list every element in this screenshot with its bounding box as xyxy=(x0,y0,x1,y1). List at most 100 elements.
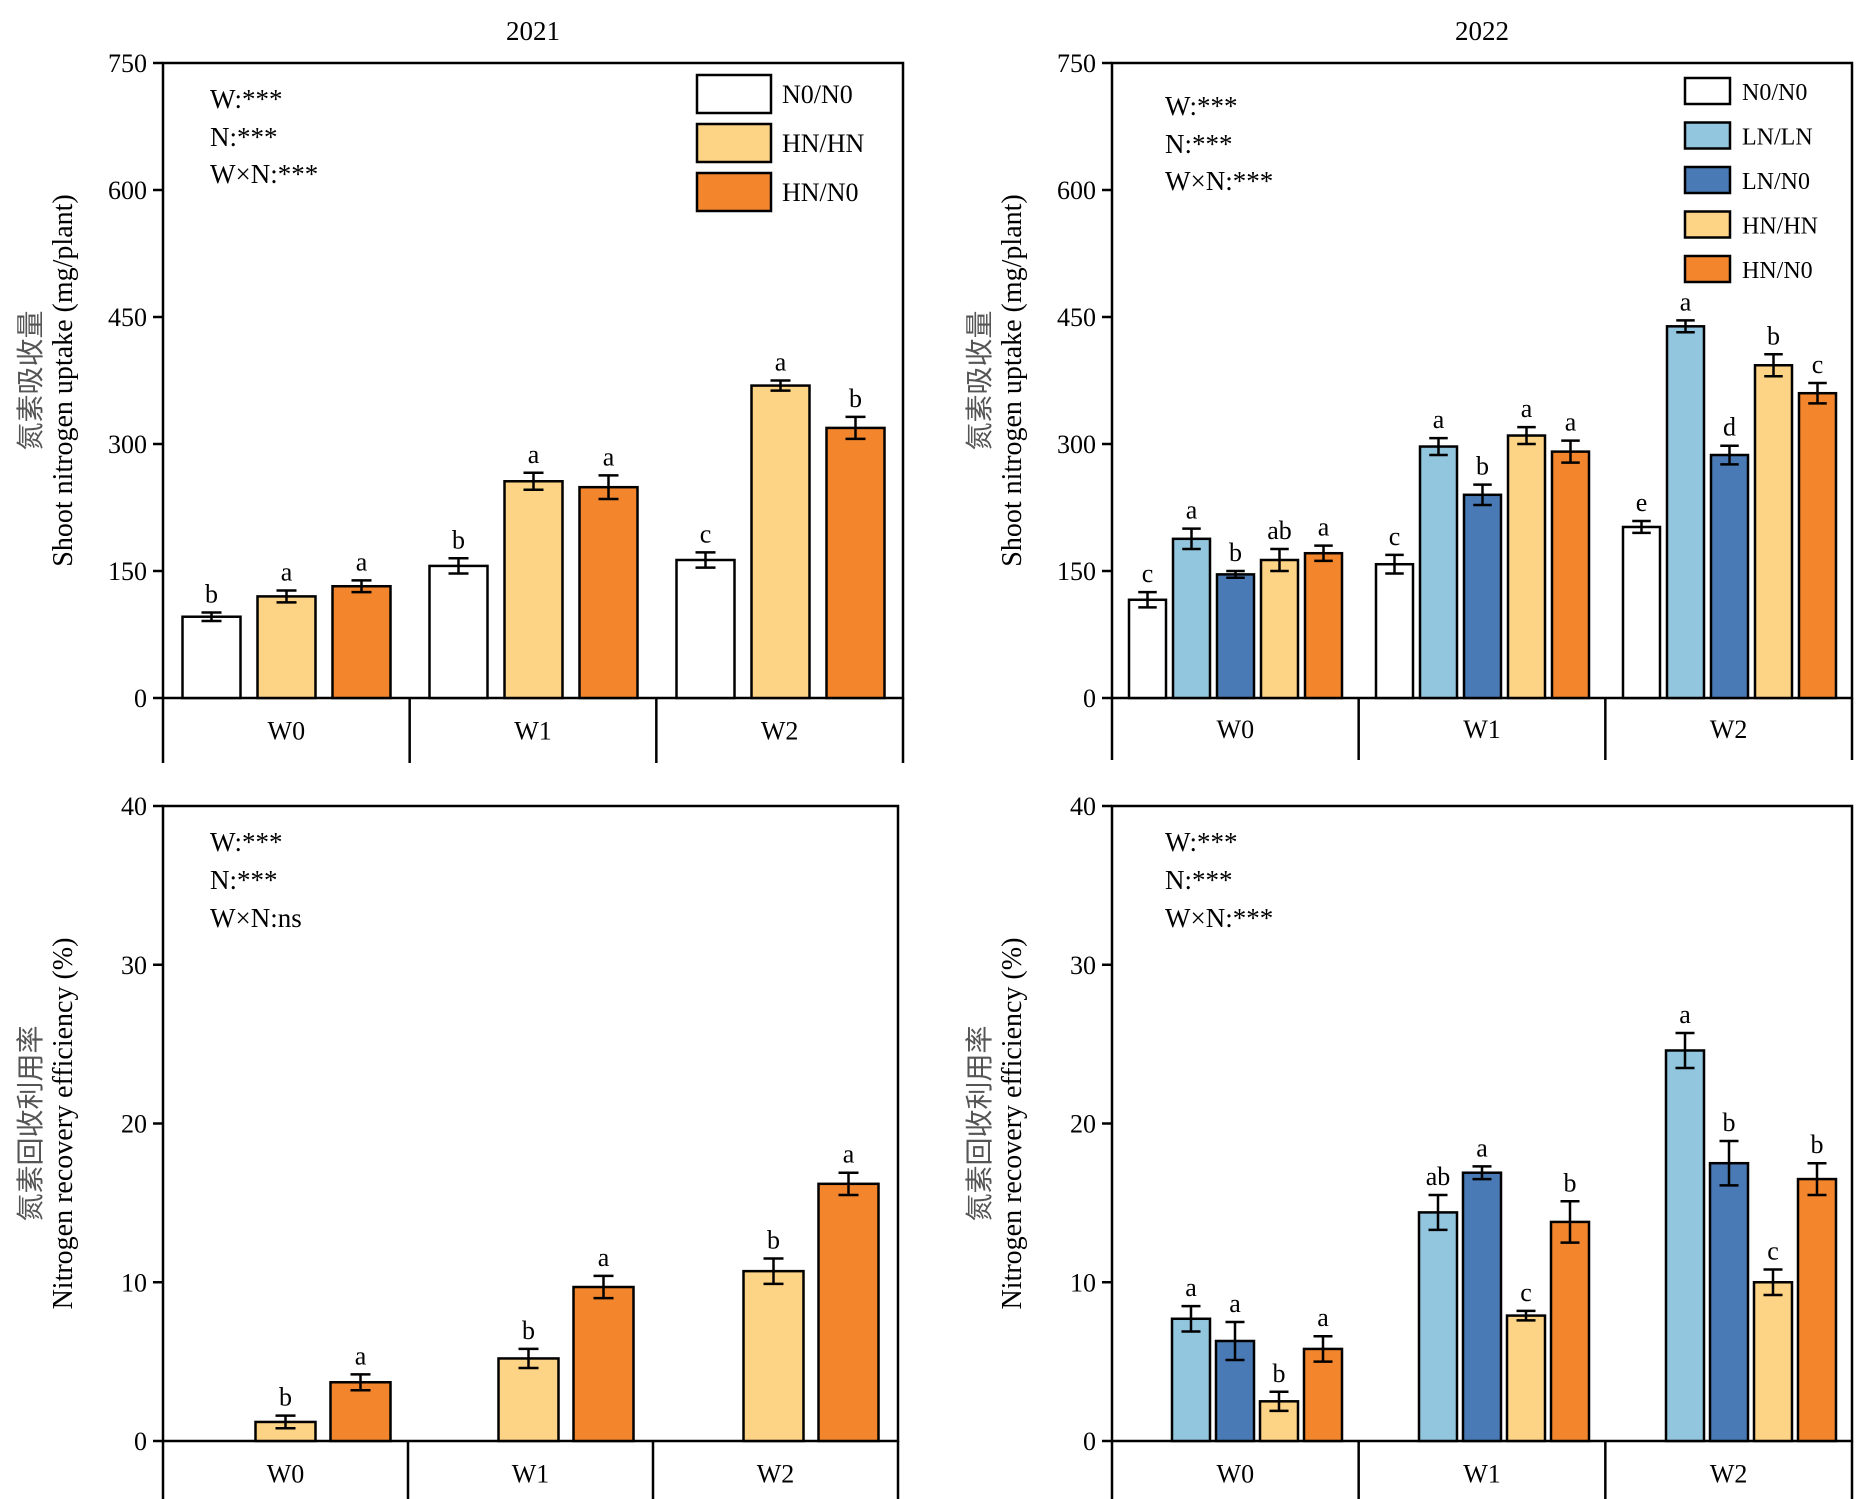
chart-panel-bottom-right: W0 W1 W2 0 10 20 30 40 Nitrogen recovery efficie… xyxy=(964,792,1854,1499)
significance-letter: b xyxy=(1229,538,1242,567)
bar-ln-n0-w0 xyxy=(1215,573,1256,700)
chart-panel-top-right: 2022 W0 W1 W2 0 150 300 450 600 750 Shoot nitrogen… xyxy=(964,16,1854,760)
bar-hn-n0-w0 xyxy=(331,584,392,700)
significance-letter: e xyxy=(1636,488,1648,517)
y-axis-label-cn: 氮素吸收量 xyxy=(15,310,47,450)
bar-hn-hn-w1 xyxy=(1505,1314,1547,1443)
bar-hn-n0-w0 xyxy=(329,1381,392,1443)
significance-letter: a xyxy=(775,348,787,377)
legend-label: LN/LN xyxy=(1742,125,1813,151)
stats-annotation: W:*** xyxy=(1165,827,1237,857)
stats-annotation: W:*** xyxy=(210,827,282,857)
y-tick-label: 750 xyxy=(108,49,147,78)
bar-hn-hn-w2 xyxy=(750,384,811,700)
significance-letter: ab xyxy=(1426,1162,1451,1191)
y-axis-label: Nitrogen recovery efficiency (%) xyxy=(48,938,79,1310)
bar-hn-hn-w1 xyxy=(503,480,564,700)
y-axis-label-cn: 氮素吸收量 xyxy=(964,310,996,450)
category-label: W2 xyxy=(1710,715,1748,744)
bar-hn-hn-w2 xyxy=(1752,1281,1794,1443)
significance-letter: b xyxy=(1476,452,1489,481)
y-tick-label: 30 xyxy=(1070,951,1096,980)
significance-letter: a xyxy=(1318,513,1330,542)
significance-letter: c xyxy=(1389,522,1401,551)
y-tick-label: 40 xyxy=(1070,792,1096,821)
y-tick-label: 0 xyxy=(1083,684,1096,713)
y-axis-label-cn: 氮素回收利用率 xyxy=(964,1025,996,1221)
y-tick-label: 30 xyxy=(121,951,147,980)
bar-n0-n0-w1 xyxy=(1374,562,1415,700)
bar-n0-n0-w0 xyxy=(1127,598,1168,700)
y-tick-label: 20 xyxy=(121,1110,147,1139)
category-label: W0 xyxy=(1217,1460,1255,1489)
bar-ln-ln-w2 xyxy=(1664,1049,1706,1443)
bar-ln-n0-w1 xyxy=(1461,1171,1503,1443)
significance-letter: b xyxy=(1273,1359,1286,1388)
stats-annotation: N:*** xyxy=(1165,865,1233,895)
stats-annotation: N:*** xyxy=(210,865,278,895)
bar-ln-n0-w1 xyxy=(1462,493,1503,700)
category-label: W1 xyxy=(1463,715,1501,744)
significance-letter: b xyxy=(849,384,862,413)
legend-label: HN/HN xyxy=(782,129,865,158)
panel-title: 2021 xyxy=(506,16,560,46)
stats-annotation: W:*** xyxy=(1165,91,1237,121)
legend-swatch xyxy=(695,122,773,164)
significance-letter: a xyxy=(1317,1303,1329,1332)
y-axis-label: Shoot nitrogen uptake (mg/plant) xyxy=(48,194,79,567)
significance-letter: b xyxy=(522,1316,535,1345)
bar-ln-ln-w1 xyxy=(1417,1211,1459,1443)
y-tick-label: 300 xyxy=(108,430,147,459)
significance-letter: c xyxy=(1812,350,1824,379)
stats-annotation: W×N:*** xyxy=(1165,166,1273,196)
significance-letter: c xyxy=(1520,1278,1532,1307)
y-tick-label: 10 xyxy=(1070,1268,1096,1297)
bar-hn-hn-w0 xyxy=(256,595,317,700)
y-tick-label: 0 xyxy=(1083,1427,1096,1456)
bar-ln-ln-w2 xyxy=(1665,325,1706,700)
category-label: W1 xyxy=(1463,1460,1501,1489)
category-label: W0 xyxy=(268,717,306,746)
significance-letter: b xyxy=(767,1225,780,1254)
legend-label: HN/HN xyxy=(1742,214,1818,240)
legend-swatch xyxy=(1683,121,1732,150)
significance-letter: a xyxy=(1680,287,1692,316)
y-tick-label: 600 xyxy=(1057,176,1096,205)
significance-letter: b xyxy=(1564,1168,1577,1197)
significance-letter: a xyxy=(1521,394,1533,423)
chart-panel-bottom-left: W0 W1 W2 0 10 20 30 40 Nitrogen recovery efficie… xyxy=(15,792,900,1499)
bar-n0-n0-w2 xyxy=(675,558,736,700)
legend-label: N0/N0 xyxy=(782,80,853,109)
stats-annotation: W×N:*** xyxy=(210,159,318,189)
significance-letter: ab xyxy=(1267,516,1292,545)
bar-hn-n0-w2 xyxy=(825,426,886,700)
y-tick-label: 150 xyxy=(1057,557,1096,586)
significance-letter: a xyxy=(1433,405,1445,434)
y-axis-label: Shoot nitrogen uptake (mg/plant) xyxy=(997,194,1028,567)
stats-annotation: N:*** xyxy=(210,122,278,152)
y-tick-label: 10 xyxy=(121,1268,147,1297)
significance-letter: a xyxy=(355,1341,367,1370)
significance-letter: b xyxy=(205,579,218,608)
y-tick-label: 600 xyxy=(108,176,147,205)
legend-label: HN/N0 xyxy=(782,178,859,207)
y-tick-label: 750 xyxy=(1057,49,1096,78)
significance-letter: a xyxy=(603,442,615,471)
bar-hn-hn-w2 xyxy=(1753,364,1794,700)
significance-letter: a xyxy=(598,1243,610,1272)
legend-swatch xyxy=(1683,76,1732,106)
bar-n0-n0-w1 xyxy=(428,564,489,700)
bar-hn-n0-w2 xyxy=(1796,1177,1838,1443)
bar-hn-n0-w1 xyxy=(572,1285,635,1443)
significance-letter: a xyxy=(1565,408,1577,437)
significance-letter: c xyxy=(1142,559,1154,588)
chart-panel-top-left: 2021 W0 W1 W2 0 150 300 450 600 750 Shoot nitrogen… xyxy=(15,16,905,763)
legend-label: N0/N0 xyxy=(1742,80,1807,106)
y-tick-label: 150 xyxy=(108,557,147,586)
significance-letter: b xyxy=(1767,321,1780,350)
significance-letter: c xyxy=(700,519,712,548)
legend-swatch xyxy=(695,73,773,115)
bar-hn-n0-w1 xyxy=(578,485,639,700)
panel-title: 2022 xyxy=(1455,16,1509,46)
